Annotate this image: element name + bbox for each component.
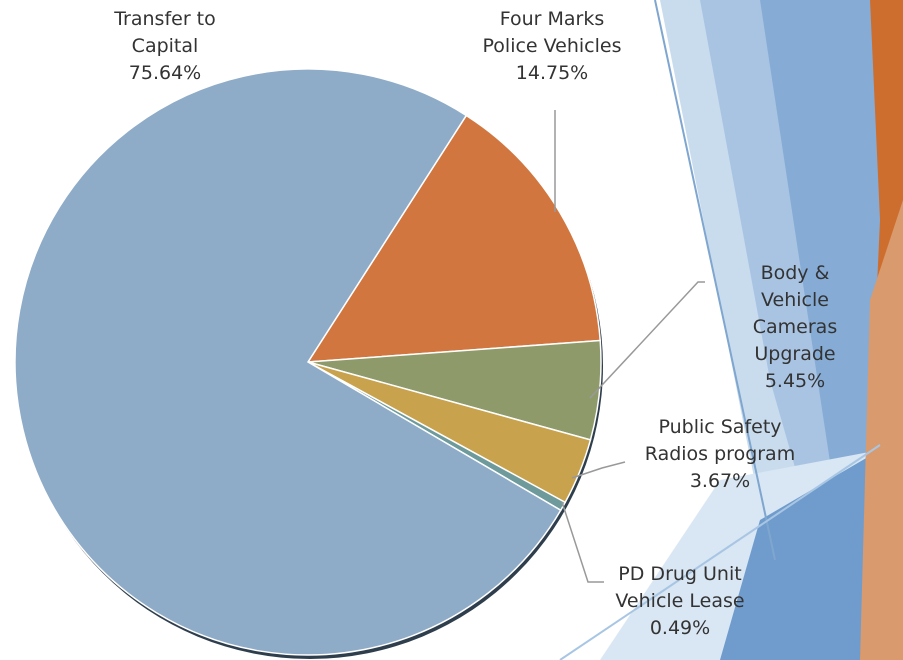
value-label: 3.67% [645,468,795,495]
value-label: 75.64% [114,60,216,87]
category-name: PD Drug Unit Vehicle Lease [615,561,744,615]
category-name: Body & Vehicle Cameras Upgrade [741,260,849,368]
category-name: Public Safety Radios program [645,414,795,468]
value-label: 14.75% [483,60,622,87]
category-name: Four Marks Police Vehicles [483,6,622,60]
pie [15,69,601,655]
value-label: 0.49% [615,615,744,642]
value-label: 5.45% [741,368,849,395]
category-name: Transfer to Capital [114,6,216,60]
page: Four Marks Police Vehicles14.75% Body & V… [0,0,903,660]
